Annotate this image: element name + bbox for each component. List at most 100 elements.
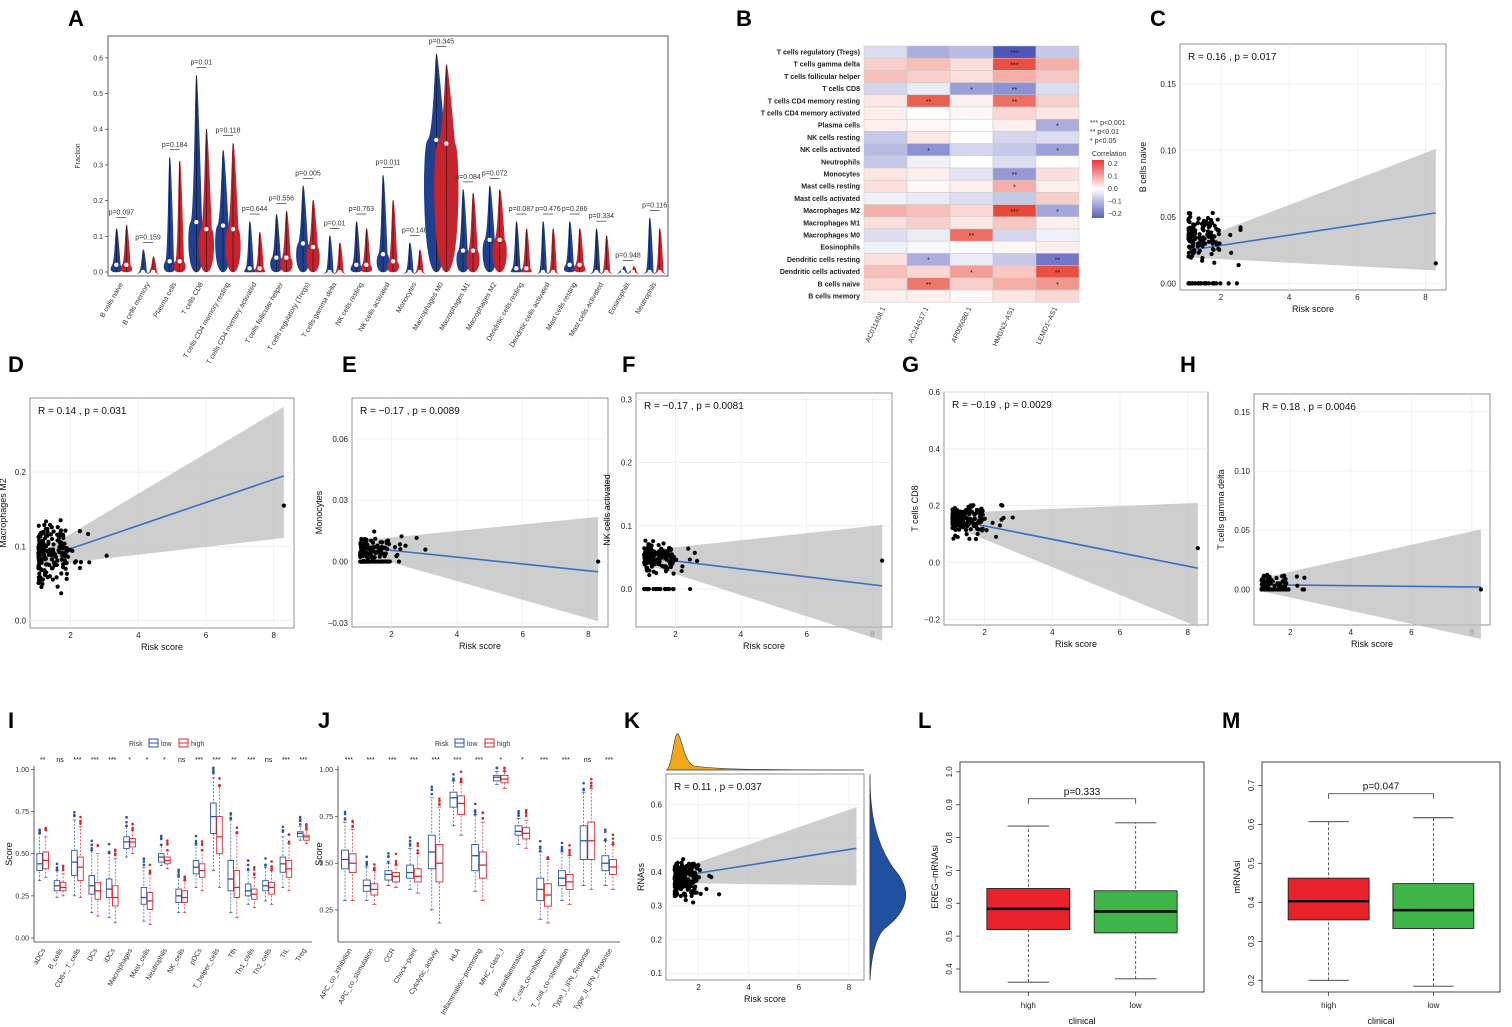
outlier-point xyxy=(416,851,420,855)
scatter-point xyxy=(42,556,47,561)
scatter-point xyxy=(380,559,385,564)
scatter-point xyxy=(972,512,977,517)
scatter-point xyxy=(982,516,987,521)
violin-median xyxy=(567,262,572,268)
scatter-point xyxy=(49,557,55,562)
scatter-point xyxy=(651,554,656,559)
heatmap-star: * xyxy=(970,270,973,277)
heatmap-cell xyxy=(863,57,908,71)
y-tick-label: 0.6 xyxy=(93,55,103,62)
correlation-annotation: R = 0.18 , p = 0.0046 xyxy=(1262,402,1356,413)
scatter-point xyxy=(687,557,693,562)
significance-label: *** xyxy=(432,757,440,764)
pvalue-label: p=0.286 xyxy=(562,206,588,213)
y-tick-label: 0.4 xyxy=(1247,896,1256,908)
scatter-point xyxy=(380,540,385,545)
significance-legend: * p<0.05 xyxy=(1090,138,1116,145)
heatmap-cell xyxy=(906,106,951,120)
x-tick-label: B cells naive xyxy=(99,281,125,319)
heatmap-row-label: T cells CD4 memory resting xyxy=(768,98,860,105)
x-tick-label: TIL xyxy=(280,947,291,959)
x-axis-label: clinical xyxy=(1068,1016,1095,1026)
pvalue-label: p=0.644 xyxy=(242,206,268,213)
y-tick-label: 0.05 xyxy=(1234,526,1250,535)
significance-label: *** xyxy=(247,757,255,764)
scatter-point xyxy=(649,564,655,569)
outlier-point xyxy=(125,820,128,824)
y-tick-label: 0.50 xyxy=(319,861,333,868)
heatmap-star: * xyxy=(1013,184,1016,191)
x-tick-label: NK cells resting xyxy=(335,281,365,327)
scatter-point xyxy=(965,509,970,514)
heatmap-star: ** xyxy=(926,282,932,289)
heatmap-cell xyxy=(863,240,908,254)
scatter-point xyxy=(78,560,84,565)
scatter-point xyxy=(1212,260,1217,265)
pvalue-label: p=0.005 xyxy=(295,170,321,177)
heatmap-star: ** xyxy=(1055,258,1061,265)
heatmap-cell xyxy=(949,70,994,83)
violin-median xyxy=(444,141,449,146)
box-body xyxy=(77,856,84,882)
scatter-point xyxy=(1210,238,1216,243)
violin-median xyxy=(620,269,626,275)
heatmap-cell xyxy=(949,118,994,132)
scatter-point xyxy=(49,553,54,558)
scatter-point xyxy=(64,571,70,576)
outlier-point xyxy=(604,828,607,831)
scatter-point xyxy=(642,562,647,567)
scatter-point xyxy=(358,553,363,558)
scatter-point xyxy=(1236,263,1241,268)
outlier-point xyxy=(416,844,420,848)
outlier-point xyxy=(229,811,233,815)
heatmap-cell xyxy=(906,228,951,242)
outlier-point xyxy=(394,859,398,863)
x-axis-label: Risk score xyxy=(1055,639,1097,649)
scatter-point xyxy=(1217,241,1222,246)
scatter-point xyxy=(678,887,684,892)
y-tick-label: 0.2 xyxy=(621,459,633,468)
pvalue-label: p=0.159 xyxy=(135,235,161,242)
violin-median xyxy=(657,269,662,275)
y-axis-label: RNAss xyxy=(636,863,646,892)
outlier-point xyxy=(270,860,273,863)
heatmap-cell xyxy=(1035,167,1080,181)
scatter-point xyxy=(958,517,964,522)
y-tick-label: −0.03 xyxy=(328,619,349,628)
outlier-point xyxy=(281,828,285,832)
scatter-point xyxy=(1210,247,1216,252)
panel-label-j: J xyxy=(318,708,330,733)
outlier-point xyxy=(408,836,412,839)
outlier-point xyxy=(473,810,477,814)
pvalue-label: p=0.097 xyxy=(109,210,135,217)
heatmap-cell xyxy=(949,253,994,266)
scatter-point xyxy=(60,565,66,570)
scatter-point xyxy=(395,552,400,558)
scatter-point xyxy=(1186,250,1191,255)
box-body xyxy=(105,878,113,898)
heatmap-star: ** xyxy=(969,233,975,240)
x-axis-label: Risk score xyxy=(141,642,183,652)
scatter-point xyxy=(50,577,55,582)
scatter-point xyxy=(36,547,41,552)
outlier-point xyxy=(212,768,215,771)
scatter-point xyxy=(398,547,403,552)
pvalue-label: p=0.087 xyxy=(509,206,535,213)
scatter-point xyxy=(51,542,56,547)
heatmap-cell xyxy=(863,106,908,120)
scatter-point xyxy=(994,534,999,539)
box-body xyxy=(514,825,523,836)
y-axis-label: Macrophages M2 xyxy=(0,478,8,548)
scatter-point xyxy=(951,513,956,518)
outlier-point xyxy=(438,799,441,803)
heatmap-row-label: T cells follicular helper xyxy=(784,74,860,81)
outlier-point xyxy=(159,834,163,838)
scatter-point xyxy=(980,526,985,531)
y-tick-label: 0.00 xyxy=(332,558,348,567)
pvalue-bracket xyxy=(1328,793,1434,799)
x-tick-label: Eosinophils xyxy=(608,281,632,316)
scatter-point xyxy=(77,565,83,571)
outlier-point xyxy=(218,777,221,780)
outlier-point xyxy=(298,815,302,819)
